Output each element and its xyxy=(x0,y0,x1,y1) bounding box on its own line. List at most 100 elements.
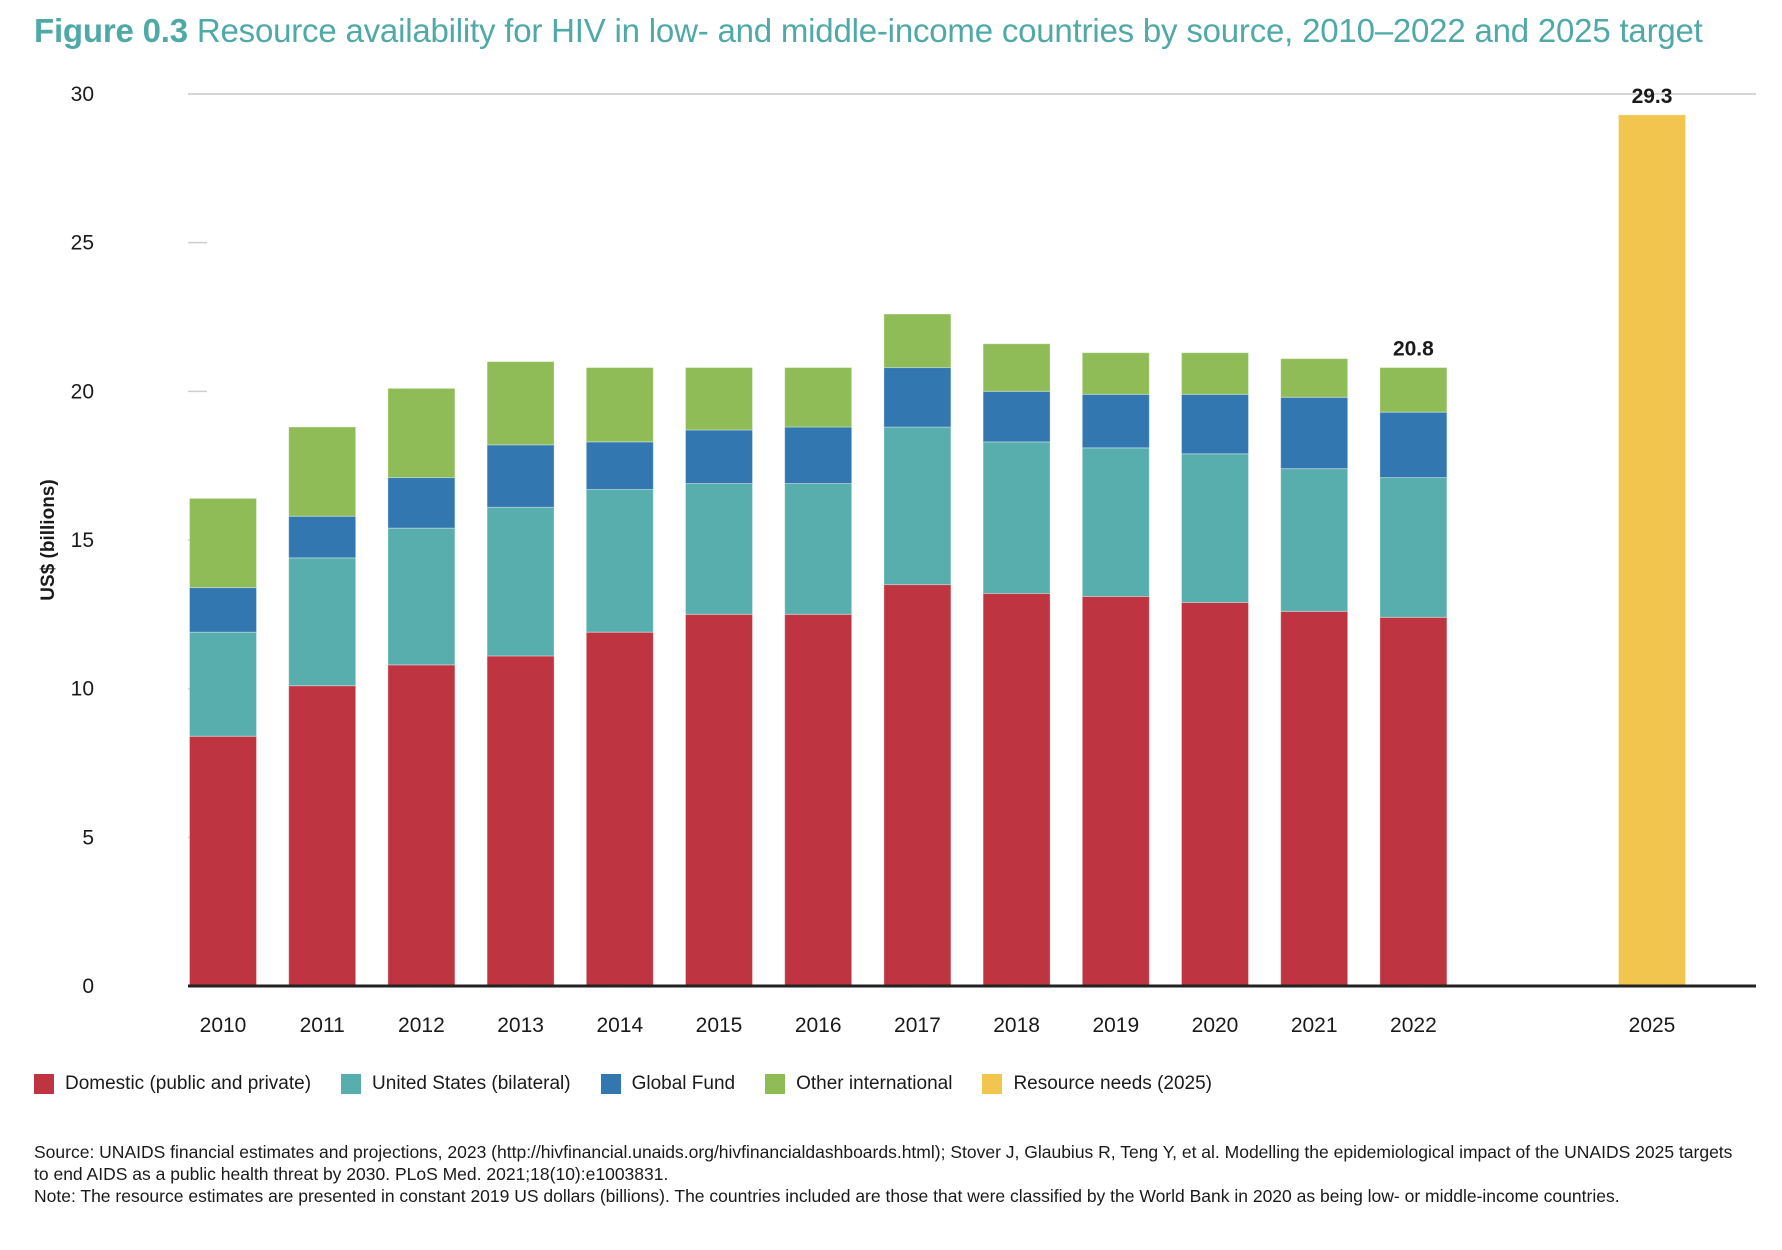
bar-segment-global-fund-2012 xyxy=(387,477,456,529)
bar-segment-global-fund-2016 xyxy=(784,426,853,485)
bar-stack-2025 xyxy=(1618,114,1686,987)
y-tick-label: 25 xyxy=(71,232,94,255)
bar-segment-united-states-bilateral-2014 xyxy=(585,488,654,633)
bar-segment-united-states-bilateral-2020 xyxy=(1181,453,1249,603)
y-tick-label: 30 xyxy=(71,83,94,106)
bar-stack-2015 xyxy=(685,367,753,987)
bar-segment-domestic-public-and-private-2018 xyxy=(982,593,1051,987)
data-label-2025: 29.3 xyxy=(1632,85,1673,108)
bar-stack-2017 xyxy=(883,313,952,987)
legend-swatch xyxy=(765,1074,786,1094)
x-tick-label: 2014 xyxy=(596,1014,643,1037)
x-tick-label: 2016 xyxy=(795,1014,842,1037)
bar-segment-global-fund-2010 xyxy=(189,587,257,633)
y-axis-title: US$ (billions) xyxy=(38,479,59,600)
bar-segment-domestic-public-and-private-2014 xyxy=(585,631,654,987)
bar-segment-other-international-2021 xyxy=(1280,358,1349,398)
bar-segment-global-fund-2019 xyxy=(1081,393,1150,449)
bar-segment-domestic-public-and-private-2021 xyxy=(1280,610,1349,987)
legend-swatch xyxy=(341,1074,362,1094)
bar-stack-2011 xyxy=(288,426,357,987)
bar-segment-united-states-bilateral-2016 xyxy=(784,483,853,615)
legend-item: Global Fund xyxy=(600,1073,735,1095)
x-tick-label: 2022 xyxy=(1390,1014,1437,1037)
legend-item: Domestic (public and private) xyxy=(34,1073,311,1095)
bar-stack-2019 xyxy=(1081,352,1150,987)
bar-stack-2014 xyxy=(585,367,654,987)
x-tick-label: 2017 xyxy=(894,1014,941,1037)
bar-segment-domestic-public-and-private-2012 xyxy=(387,664,456,987)
bar-segment-united-states-bilateral-2011 xyxy=(288,557,357,687)
legend-label: Domestic (public and private) xyxy=(65,1073,312,1094)
bar-segment-other-international-2017 xyxy=(883,313,952,369)
bar-segment-other-international-2018 xyxy=(982,343,1051,392)
x-tick-label: 2015 xyxy=(696,1014,743,1037)
bar-segment-global-fund-2022 xyxy=(1379,411,1448,479)
bar-segment-domestic-public-and-private-2015 xyxy=(685,613,753,987)
bar-segment-other-international-2015 xyxy=(685,367,753,431)
bar-segment-united-states-bilateral-2013 xyxy=(486,506,555,657)
bar-segment-other-international-2016 xyxy=(784,367,853,428)
bar-segment-united-states-bilateral-2015 xyxy=(685,483,753,615)
bars xyxy=(189,114,1686,987)
bar-segment-domestic-public-and-private-2016 xyxy=(784,613,853,987)
figure-title: Figure 0.3 Resource availability for HIV… xyxy=(34,12,1703,50)
figure-title-text: Resource availability for HIV in low- an… xyxy=(196,12,1703,49)
legend-item: United States (bilateral) xyxy=(341,1073,571,1095)
bar-segment-other-international-2010 xyxy=(189,497,257,589)
x-tick-label: 2020 xyxy=(1192,1014,1239,1037)
bar-stack-2020 xyxy=(1181,352,1249,987)
bar-segment-other-international-2022 xyxy=(1379,367,1448,413)
bar-stack-2021 xyxy=(1280,358,1349,987)
x-axis: 2010 2011 2012 2013 2014 2015 2016 2017 2018 2019… xyxy=(188,984,1756,1037)
bar-segment-resource-needs-2025-2025 xyxy=(1618,114,1686,987)
bar-segment-domestic-public-and-private-2013 xyxy=(486,655,555,987)
bar-segment-united-states-bilateral-2010 xyxy=(189,631,257,737)
x-tick-label: 2011 xyxy=(300,1014,345,1037)
bar-stack-2010 xyxy=(189,497,257,987)
legend-swatch xyxy=(34,1074,54,1094)
bar-stack-2022 xyxy=(1379,367,1448,987)
bar-stack-2018 xyxy=(982,343,1051,987)
bar-segment-other-international-2013 xyxy=(486,361,555,446)
bar-segment-united-states-bilateral-2012 xyxy=(387,527,456,666)
bar-segment-other-international-2011 xyxy=(288,426,357,517)
figure-notes: Source: UNAIDS financial estimates and p… xyxy=(34,1141,1734,1207)
bar-segment-other-international-2012 xyxy=(387,387,456,479)
x-tick-label: 2012 xyxy=(398,1014,445,1037)
bar-segment-other-international-2014 xyxy=(585,367,654,443)
bar-segment-domestic-public-and-private-2011 xyxy=(288,685,357,987)
y-tick-label: 5 xyxy=(82,826,94,849)
bar-segment-global-fund-2017 xyxy=(883,367,952,428)
legend-label: Resource needs (2025) xyxy=(1013,1073,1213,1094)
bar-segment-united-states-bilateral-2021 xyxy=(1280,468,1349,612)
x-tick-label: 2021 xyxy=(1291,1014,1338,1037)
y-tick-label: 10 xyxy=(71,678,94,701)
bar-segment-united-states-bilateral-2017 xyxy=(883,426,952,586)
x-tick-label: 2018 xyxy=(993,1014,1040,1037)
bar-segment-domestic-public-and-private-2020 xyxy=(1181,601,1249,987)
legend-item: Resource needs (2025) xyxy=(982,1073,1212,1095)
legend-swatch xyxy=(982,1074,1003,1094)
legend-label: Other international xyxy=(796,1073,953,1094)
x-tick-label: 2013 xyxy=(497,1014,544,1037)
source-note: Source: UNAIDS financial estimates and p… xyxy=(34,1142,1733,1184)
x-tick-label: 2010 xyxy=(200,1014,247,1037)
data-label-2022: 20.8 xyxy=(1393,338,1434,361)
bar-segment-global-fund-2018 xyxy=(982,390,1051,443)
x-tick-label: 2019 xyxy=(1092,1014,1139,1037)
bar-segment-domestic-public-and-private-2022 xyxy=(1379,616,1448,987)
bar-segment-domestic-public-and-private-2010 xyxy=(189,735,257,987)
bar-segment-global-fund-2020 xyxy=(1181,393,1249,455)
bar-stack-2012 xyxy=(387,387,456,987)
bar-segment-global-fund-2021 xyxy=(1280,396,1349,470)
bar-segment-domestic-public-and-private-2019 xyxy=(1081,595,1150,987)
bar-segment-global-fund-2014 xyxy=(585,441,654,490)
legend-label: United States (bilateral) xyxy=(372,1073,571,1094)
y-tick-label: 0 xyxy=(82,975,94,998)
bar-stack-2016 xyxy=(784,367,853,987)
figure-number: Figure 0.3 xyxy=(34,12,188,49)
bar-segment-united-states-bilateral-2018 xyxy=(982,441,1051,595)
bar-segment-global-fund-2015 xyxy=(685,429,753,485)
